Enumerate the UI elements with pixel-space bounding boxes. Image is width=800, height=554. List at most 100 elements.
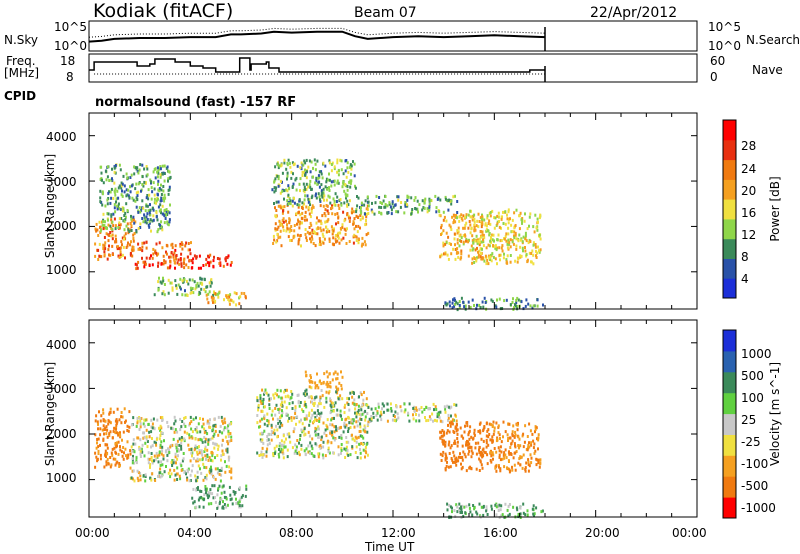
velocity-cell [303, 400, 306, 404]
velocity-cell [510, 441, 513, 445]
velocity-cell [362, 448, 365, 452]
velocity-cell [427, 407, 430, 411]
velocity-cell [447, 405, 450, 409]
power-cell [141, 249, 144, 253]
velocity-cell [173, 468, 176, 472]
panel-frames [88, 20, 698, 518]
velocity-cell [207, 458, 210, 462]
velocity-cell [115, 441, 118, 445]
power-cell [114, 234, 117, 238]
power-cell [216, 292, 219, 296]
power-cell [274, 188, 277, 192]
velocity-cell [258, 425, 260, 429]
velocity-cell [177, 448, 180, 451]
velocity-cell [462, 514, 465, 518]
power-cell [337, 236, 340, 240]
velocity-cell [198, 496, 201, 500]
velocity-cell [308, 385, 311, 389]
power-cell [524, 249, 527, 253]
power-cell [288, 218, 291, 222]
velocity-cell [308, 434, 311, 438]
power-cell [494, 257, 497, 261]
power-cell [361, 236, 364, 240]
velocity-cell [314, 418, 317, 422]
velocity-cell [308, 413, 311, 417]
power-cell [534, 213, 537, 217]
velocity-cell [463, 505, 466, 509]
power-cell [272, 242, 275, 245]
power-cell [117, 226, 120, 229]
velocity-cell [317, 432, 320, 436]
power-cell [315, 196, 318, 200]
velocity-cell [493, 426, 496, 430]
power-cell [394, 203, 397, 207]
velocity-cell [205, 466, 208, 470]
velocity-cell [329, 429, 332, 433]
power-cell [319, 204, 322, 208]
velocity-cell [485, 505, 488, 509]
power-cell [500, 239, 503, 242]
power-cell [344, 159, 347, 163]
velocity-cell [104, 452, 107, 456]
velocity-cell [218, 430, 221, 434]
velocity-cell [471, 513, 474, 517]
power-cell [118, 217, 121, 221]
velocity-cell [313, 420, 315, 423]
velocity-cell [223, 503, 226, 506]
power-cell [306, 194, 309, 198]
power-cell [156, 192, 159, 196]
power-cell [538, 216, 541, 220]
power-cell [171, 286, 174, 290]
velocity-cell [278, 419, 281, 423]
power-colorbar [722, 119, 737, 299]
power-cell [99, 196, 102, 200]
power-cell [333, 167, 336, 171]
velocity-cell [230, 497, 233, 501]
velocity-cell [518, 457, 521, 461]
velocity-cell [467, 440, 470, 444]
power-cell [456, 250, 459, 254]
velocity-cell [260, 440, 263, 443]
velocity-cell [158, 426, 160, 430]
velocity-cell [216, 471, 219, 475]
power-cell [316, 182, 319, 186]
power-cell [297, 220, 300, 224]
velocity-cell [312, 402, 315, 406]
power-cell [162, 196, 165, 200]
power-cell [339, 158, 342, 162]
power-cell [333, 183, 336, 187]
velocity-cell [509, 446, 512, 449]
power-cell [184, 289, 186, 293]
power-cell [165, 213, 167, 217]
velocity-cell [444, 410, 447, 414]
velocity-cell [105, 425, 108, 429]
power-cell [336, 179, 339, 183]
power-cell [227, 297, 230, 301]
power-cell [274, 177, 277, 181]
power-cell [120, 240, 123, 244]
power-cell [141, 241, 144, 245]
power-cell [301, 211, 304, 215]
velocity-cell [308, 450, 311, 454]
power-cell [346, 161, 349, 165]
velocity-cell [221, 419, 224, 423]
cpid-text: normalsound (fast) -157 RF [95, 95, 297, 110]
velocity-cell [317, 412, 320, 415]
velocity-cell [221, 431, 224, 435]
velocity-cell [468, 442, 471, 446]
velocity-cell [331, 423, 334, 427]
power-cell [178, 262, 181, 266]
velocity-cell [229, 432, 232, 435]
power-cell [125, 188, 128, 192]
velocity-cell [201, 425, 204, 429]
velocity-cell [225, 449, 228, 452]
velocity-cell [309, 441, 312, 445]
power-cell [374, 201, 377, 205]
power-cell [108, 253, 110, 257]
velocity-cell [162, 457, 165, 461]
velocity-cell [191, 454, 193, 458]
velocity-cell [314, 442, 317, 446]
velocity-cell [370, 415, 373, 418]
velocity-cell [281, 450, 284, 454]
velocity-cell [195, 429, 198, 433]
